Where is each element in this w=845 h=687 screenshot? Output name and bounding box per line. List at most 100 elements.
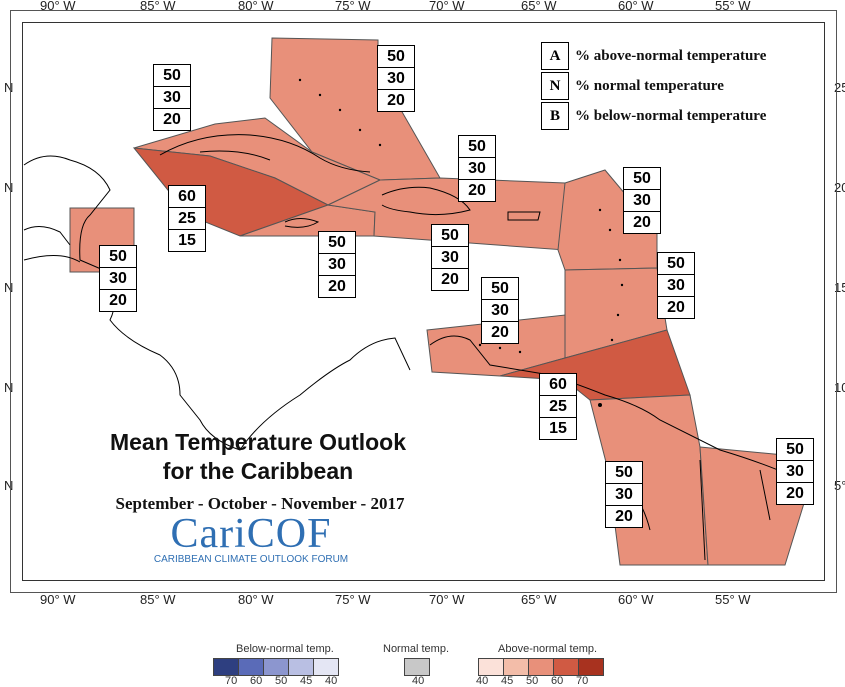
above-normal-value: 50: [319, 232, 355, 254]
below-normal-value: 20: [441, 271, 459, 288]
normal-value: 30: [624, 190, 660, 212]
x-tick-bottom: 75° W: [335, 592, 371, 607]
normal-value: 30: [606, 484, 642, 506]
forecast-box-trinidad-venezuela: 60 25 15: [539, 373, 577, 440]
forecast-box-guyana: 50 30 20: [605, 461, 643, 528]
x-tick-bottom: 85° W: [140, 592, 176, 607]
coast-jamaica: [284, 218, 320, 228]
map-title: Mean Temperature Outlook for the Caribbe…: [78, 428, 438, 486]
below-scale-label: 45: [300, 675, 313, 687]
above-normal-value: 60: [169, 186, 205, 208]
forecast-box-cayman-jamaica: 60 25 15: [168, 185, 206, 252]
normal-scale-label: 40: [412, 675, 425, 687]
forecast-box-belize: 50 30 20: [99, 245, 137, 312]
y-tick-right: 10: [834, 380, 845, 395]
legend-letter: N: [541, 72, 569, 100]
forecast-box-bahamas: 50 30 20: [377, 45, 415, 112]
above-scale-label: 50: [526, 675, 539, 687]
title-line-2: for the Caribbean: [162, 458, 354, 484]
below-scale-swatch: [238, 658, 264, 676]
y-tick-right: 25: [834, 80, 845, 95]
above-scale-swatch: [578, 658, 604, 676]
above-normal-value: 50: [100, 246, 136, 268]
legend-row-below: B % below-normal temperature: [541, 101, 766, 131]
above-normal-value: 50: [658, 253, 694, 275]
y-tick-right: 20: [834, 180, 845, 195]
normal-value: 30: [432, 247, 468, 269]
above-normal-value: 50: [482, 278, 518, 300]
x-tick-top: 65° W: [521, 0, 557, 13]
above-normal-value: 50: [432, 225, 468, 247]
below-scale-title: Below-normal temp.: [236, 643, 334, 655]
above-normal-value: 50: [378, 46, 414, 68]
normal-value: 30: [482, 300, 518, 322]
above-scale-title: Above-normal temp.: [498, 643, 598, 655]
season-subtitle: September - October - November - 2017: [115, 494, 405, 513]
x-tick-top: 80° W: [238, 0, 274, 13]
legend-row-above: A % above-normal temperature: [541, 41, 766, 71]
x-tick-top: 55° W: [715, 0, 751, 13]
x-tick-bottom: 65° W: [521, 592, 557, 607]
above-normal-value: 60: [540, 374, 576, 396]
outer-frame: [10, 10, 837, 593]
legend-description: % below-normal temperature: [575, 107, 767, 124]
coast-hispaniola: [381, 186, 471, 216]
normal-value: 25: [540, 396, 576, 418]
y-tick-right: 15: [834, 280, 845, 295]
above-normal-value: 50: [606, 462, 642, 484]
logo-tagline: CARIBBEAN CLIMATE OUTLOOK FORUM: [153, 554, 349, 565]
above-scale-label: 40: [476, 675, 489, 687]
below-normal-value: 20: [615, 508, 633, 525]
normal-value: 25: [169, 208, 205, 230]
below-scale-label: 60: [250, 675, 263, 687]
coastlines: [23, 134, 806, 561]
normal-value: 30: [459, 158, 495, 180]
normal-scale-swatch: [404, 658, 430, 676]
legend-letter: B: [541, 102, 569, 130]
below-normal-value: 20: [491, 324, 509, 341]
below-normal-value: 20: [468, 182, 486, 199]
logo-wordmark: CariCOF: [170, 511, 332, 557]
forecast-box-puerto-rico: 50 30 20: [431, 224, 469, 291]
below-normal-value: 15: [178, 232, 196, 249]
x-tick-top: 75° W: [335, 0, 371, 13]
y-tick-left: N: [4, 478, 14, 493]
x-tick-bottom: 70° W: [429, 592, 465, 607]
x-tick-top: 85° W: [140, 0, 176, 13]
legend-description: % above-normal temperature: [575, 47, 767, 64]
above-scale-label: 70: [576, 675, 589, 687]
above-scale-label: 60: [551, 675, 564, 687]
title-line-1: Mean Temperature Outlook: [109, 429, 407, 455]
forecast-box-hispaniola: 50 30 20: [458, 135, 496, 202]
forecast-box-cuba: 50 30 20: [153, 64, 191, 131]
normal-value: 30: [378, 68, 414, 90]
x-tick-top: 60° W: [618, 0, 654, 13]
above-normal-value: 50: [624, 168, 660, 190]
x-tick-bottom: 60° W: [618, 592, 654, 607]
above-scale-swatch: [553, 658, 579, 676]
y-tick-left: N: [4, 280, 14, 295]
coast-mexico-central-america: [23, 155, 411, 451]
legend-description: % normal temperature: [575, 77, 724, 94]
above-scale-swatch: [478, 658, 504, 676]
below-scale-label: 40: [325, 675, 338, 687]
coast-cuba: [159, 134, 371, 173]
x-tick-bottom: 80° W: [238, 592, 274, 607]
y-tick-right: 5°: [834, 478, 845, 493]
above-normal-value: 50: [777, 439, 813, 461]
below-normal-value: 20: [328, 278, 346, 295]
y-tick-left: N: [4, 380, 14, 395]
x-tick-bottom: 55° W: [715, 592, 751, 607]
below-scale-swatch: [313, 658, 339, 676]
legend-key: A % above-normal temperature N % normal …: [541, 41, 766, 131]
normal-value: 30: [319, 254, 355, 276]
above-normal-value: 50: [459, 136, 495, 158]
island-dots: [298, 78, 624, 407]
below-scale-label: 70: [225, 675, 238, 687]
legend-row-normal: N % normal temperature: [541, 71, 766, 101]
above-scale-label: 45: [501, 675, 514, 687]
forecast-box-abc-islands: 50 30 20: [481, 277, 519, 344]
below-normal-value: 20: [109, 292, 127, 309]
caricof-logo: CariCOF CARIBBEAN CLIMATE OUTLOOK FORUM: [148, 512, 354, 565]
normal-value: 30: [658, 275, 694, 297]
